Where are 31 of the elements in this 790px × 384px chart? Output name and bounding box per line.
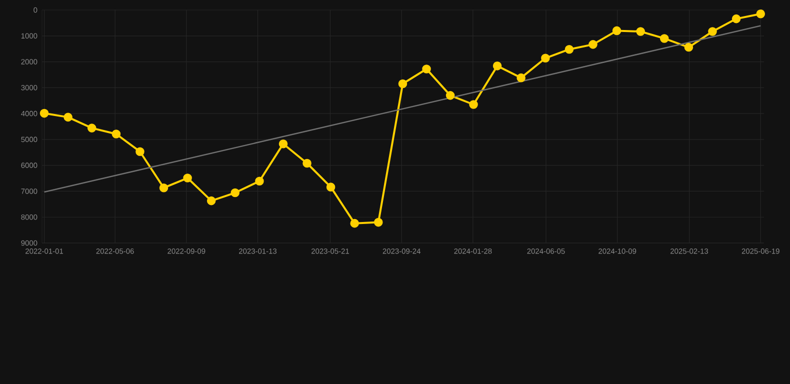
point [40,108,49,118]
point [326,182,336,192]
point [708,27,717,36]
point [516,73,526,82]
point [230,188,240,198]
point [732,14,741,24]
point [492,62,502,70]
point [446,91,455,100]
point [112,130,121,138]
point [136,147,144,156]
point [87,124,96,132]
point [350,218,359,228]
point [183,174,192,182]
point [374,218,383,227]
point [756,9,766,18]
point [684,42,694,52]
point [469,100,478,109]
point [159,183,168,192]
point [636,27,645,36]
point [64,112,72,122]
point [612,26,622,36]
point [206,196,216,206]
point [660,34,669,43]
point [588,40,598,49]
point [398,79,408,88]
point [278,139,288,148]
point [302,158,312,168]
point [255,176,264,186]
point [422,64,431,74]
point [541,54,550,63]
point [564,44,574,54]
